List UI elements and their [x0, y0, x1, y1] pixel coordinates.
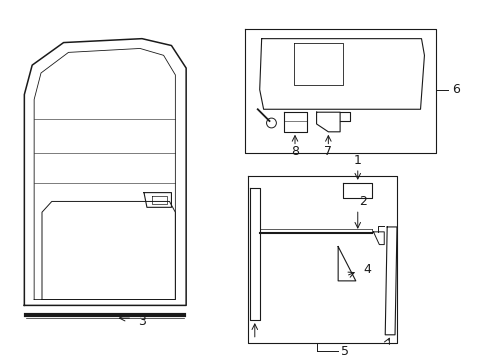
Text: 3: 3	[138, 315, 145, 328]
Text: 2: 2	[358, 195, 366, 208]
Text: 8: 8	[290, 145, 298, 158]
Text: 7: 7	[324, 145, 332, 158]
Text: 6: 6	[451, 83, 459, 96]
Text: 5: 5	[340, 345, 348, 358]
Text: 4: 4	[363, 262, 371, 276]
Text: 1: 1	[353, 154, 361, 167]
